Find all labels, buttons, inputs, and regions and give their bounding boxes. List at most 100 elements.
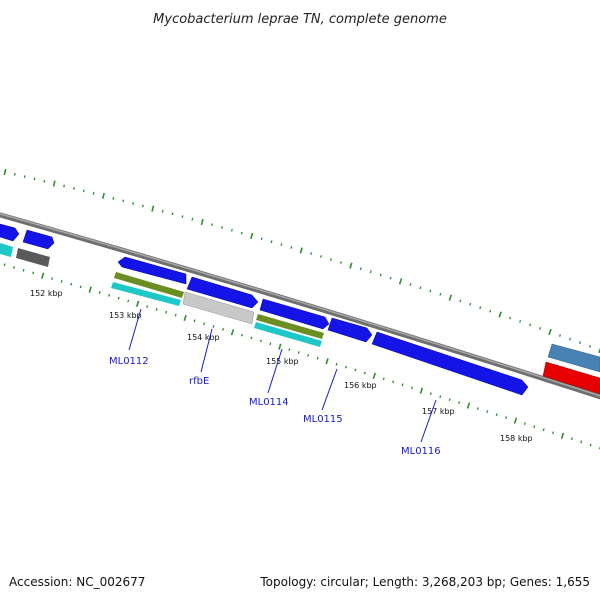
inner-ring-tick xyxy=(88,286,92,293)
outer-ring-tick xyxy=(439,292,442,296)
outer-ring-tick xyxy=(489,309,492,313)
inner-ring-tick xyxy=(79,285,82,289)
outer-ring-tick xyxy=(101,192,105,199)
leader-line-ml0114 xyxy=(267,348,283,394)
map-title: Mycobacterium leprae TN, complete genome xyxy=(153,12,447,27)
outer-ring-tick xyxy=(240,231,243,235)
outer-ring-tick xyxy=(568,337,572,341)
gene-label-rfbe[interactable]: rfbE xyxy=(189,376,209,387)
outer-ring-tick xyxy=(349,262,353,269)
inner-ring-tick xyxy=(203,322,206,326)
outer-ring-tick xyxy=(270,240,273,244)
inner-ring-tick xyxy=(344,365,348,369)
inner-ring-tick xyxy=(155,308,158,311)
inner-ring-tick xyxy=(466,402,471,409)
gene-feature-ml0114[interactable] xyxy=(259,298,330,330)
gene-feature-ml0115[interactable] xyxy=(327,317,373,343)
inner-ring-tick xyxy=(136,300,140,307)
outer-ring-tick xyxy=(260,237,263,241)
tick-label-154kbp: 154 kbp xyxy=(187,333,220,342)
gene-label-ml0114[interactable]: ML0114 xyxy=(249,397,289,408)
outer-ring-tick xyxy=(339,261,342,264)
inner-ring-tick xyxy=(60,280,63,283)
outer-ring-tick xyxy=(82,189,85,193)
tick-label-153kbp: 153 kbp xyxy=(109,311,142,320)
outer-ring-tick xyxy=(329,258,333,261)
inner-ring-tick xyxy=(505,416,508,420)
inner-ring-tick xyxy=(401,383,404,387)
inner-ring-tick xyxy=(458,401,461,405)
outer-ring-tick xyxy=(320,255,323,258)
leader-line-ml0112 xyxy=(128,308,142,351)
inner-ring-tick xyxy=(429,392,432,396)
inner-ring-tick xyxy=(70,282,73,286)
inner-tick-ring xyxy=(3,263,600,450)
inner-ring-tick xyxy=(278,343,282,350)
outer-ring-tick xyxy=(171,212,174,216)
outer-ring-tick xyxy=(310,252,313,255)
cds-feature-ml0112-cyan[interactable] xyxy=(111,282,181,306)
outer-ring-tick xyxy=(151,205,155,212)
inner-ring-tick xyxy=(98,291,101,294)
gene-feature-right-steelblue[interactable] xyxy=(547,343,600,373)
gene-feature-left-arrow[interactable] xyxy=(22,229,55,250)
inner-ring-tick xyxy=(3,263,6,267)
outer-ring-tick xyxy=(112,196,115,200)
cds-feature-ml0114-cyan[interactable] xyxy=(254,322,322,347)
tick-label-157kbp: 157 kbp xyxy=(422,407,455,416)
leader-line-ml0116 xyxy=(420,399,437,443)
inner-ring-tick xyxy=(108,293,111,297)
cds-feature-ml0114-olive[interactable] xyxy=(256,314,324,339)
inner-ring-tick xyxy=(363,371,366,375)
inner-ring-tick xyxy=(570,437,573,441)
gene-feature-left-gray[interactable] xyxy=(16,248,50,267)
gene-feature-rfbe-gray[interactable] xyxy=(182,291,255,325)
gene-label-ml0115[interactable]: ML0115 xyxy=(303,414,343,425)
inner-ring-tick xyxy=(259,339,262,343)
leader-line-rfbe xyxy=(200,328,213,373)
inner-ring-tick xyxy=(325,358,329,365)
cds-feature-left-cyan[interactable] xyxy=(0,243,13,257)
outer-ring-tick xyxy=(200,218,204,226)
inner-ring-tick xyxy=(542,428,545,432)
inner-ring-tick xyxy=(212,325,215,328)
outer-ring-tick xyxy=(122,199,125,203)
outer-ring-tick xyxy=(509,316,512,320)
outer-ring-tick xyxy=(221,226,223,229)
outer-ring-tick xyxy=(132,202,135,205)
gene-label-ml0112[interactable]: ML0112 xyxy=(109,356,149,367)
inner-ring-tick xyxy=(250,336,253,340)
inner-ring-tick xyxy=(269,342,272,346)
outer-ring-tick xyxy=(409,283,412,286)
genome-backbone xyxy=(0,212,600,400)
outer-ring-tick xyxy=(459,299,462,303)
inner-ring-tick xyxy=(410,386,414,390)
inner-ring-tick xyxy=(165,310,168,314)
inner-ring-tick xyxy=(316,356,319,360)
inner-ring-tick xyxy=(32,271,35,275)
gene-feature-right-red[interactable] xyxy=(542,361,600,395)
outer-ring-tick xyxy=(230,228,233,232)
gene-feature-left-blue[interactable] xyxy=(0,223,20,242)
outer-ring-tick xyxy=(369,270,372,274)
summary-text: Topology: circular; Length: 3,268,203 bp… xyxy=(259,575,590,589)
outer-ring-tick xyxy=(72,187,75,190)
inner-ring-tick xyxy=(335,362,338,366)
outer-ring-tick xyxy=(299,247,303,254)
accession-text: Accession: NC_002677 xyxy=(9,575,145,589)
inner-ring-tick xyxy=(560,432,565,439)
gene-feature-rfbe[interactable] xyxy=(186,276,259,309)
gene-label-ml0116[interactable]: ML0116 xyxy=(401,446,441,457)
outer-ring-tick xyxy=(211,223,214,227)
cds-feature-ml0112-olive[interactable] xyxy=(114,272,184,298)
outer-ring-tick xyxy=(389,276,392,280)
gene-feature-ml0116[interactable] xyxy=(371,331,529,396)
inner-ring-tick xyxy=(382,377,385,381)
outer-ring-tick xyxy=(558,334,562,337)
outer-ring-tick xyxy=(13,172,16,176)
outer-ring-tick xyxy=(419,286,422,290)
gene-feature-ml0112[interactable] xyxy=(117,256,187,285)
inner-ring-tick xyxy=(392,380,395,384)
outer-tick-ring xyxy=(3,168,600,354)
